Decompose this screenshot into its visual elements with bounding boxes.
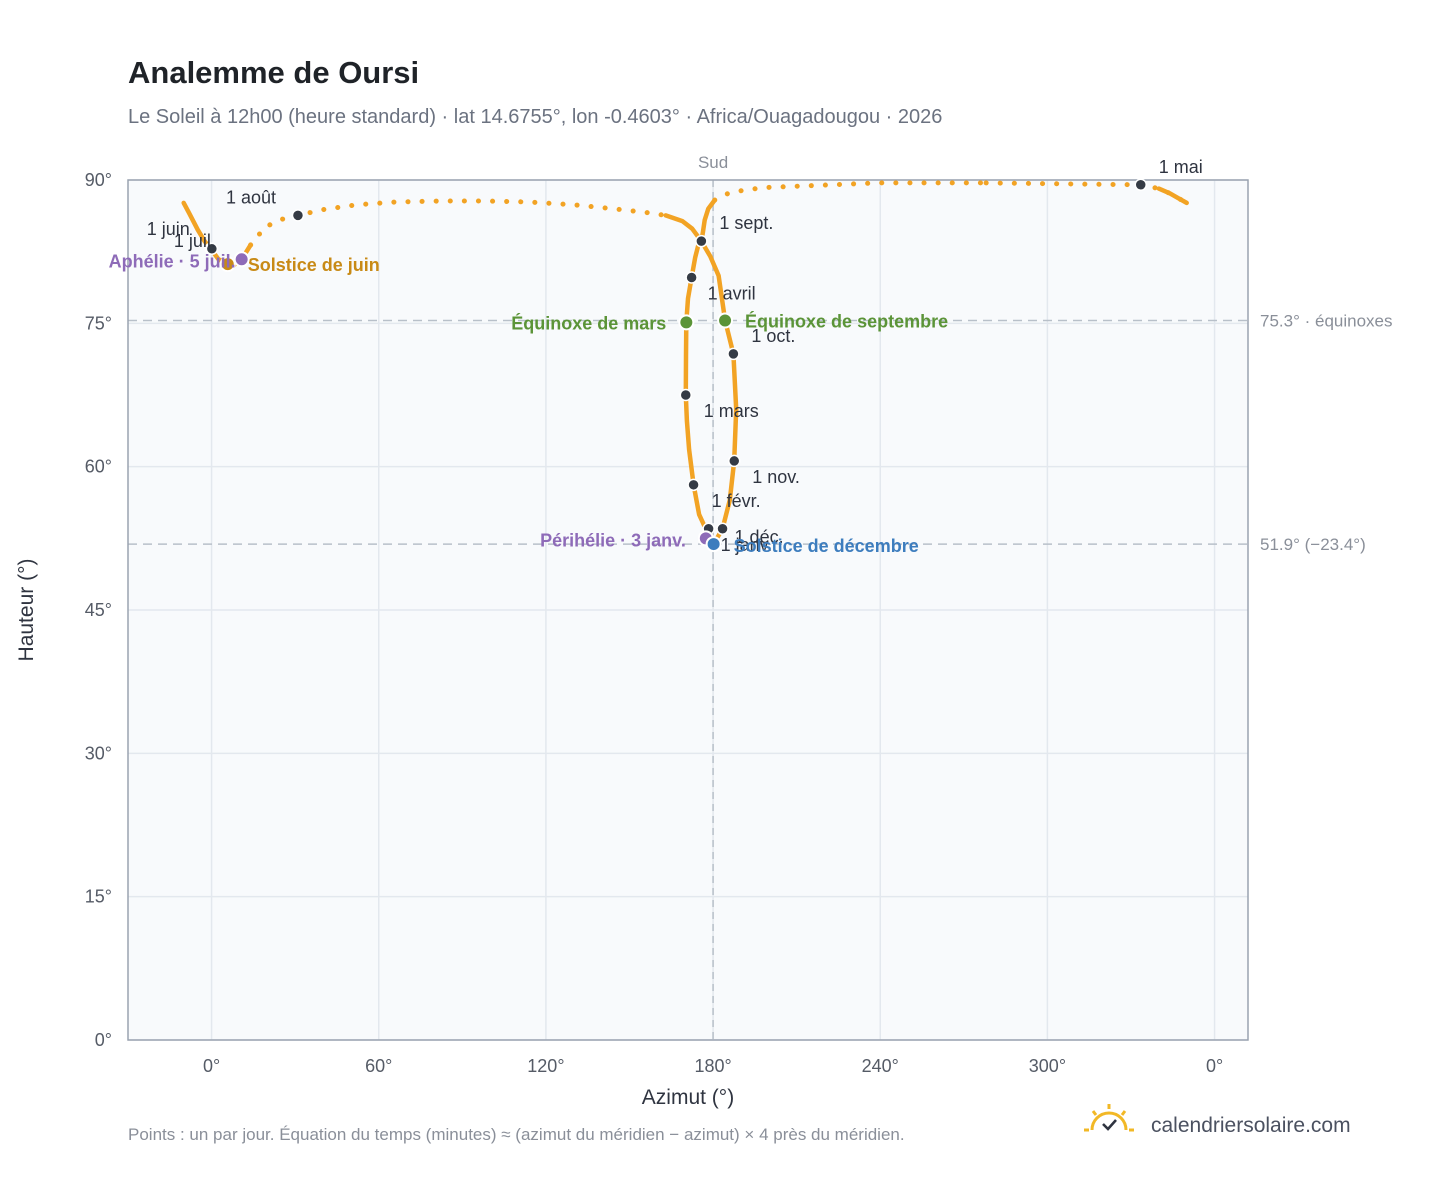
reference-line-label: 51.9° (−23.4°): [1260, 535, 1366, 554]
reference-line-label: 75.3° · équinoxes: [1260, 311, 1393, 330]
month-marker-label: 1 nov.: [752, 467, 800, 487]
analemma-curve-zenith-east: [712, 180, 989, 203]
month-marker-label: 1 avril: [708, 283, 756, 303]
x-tick-label: 0°: [203, 1056, 220, 1076]
footnote: Points : un par jour. Équation du temps …: [128, 1125, 905, 1144]
month-marker-label: 1 oct.: [751, 326, 795, 346]
month-marker-label: 1 janv.: [721, 535, 773, 555]
event-label: Solstice de décembre: [734, 536, 919, 556]
chart-title: Analemme de Oursi: [128, 55, 419, 90]
chart-subtitle: Le Soleil à 12h00 (heure standard) · lat…: [128, 106, 942, 128]
x-axis-title: Azimut (°): [642, 1086, 734, 1109]
x-tick-label: 0°: [1206, 1056, 1223, 1076]
month-marker-label: 1 févr.: [712, 491, 761, 511]
month-marker: [679, 388, 693, 402]
event-label: Aphélie · 5 juil.: [109, 251, 236, 271]
analemma-curve-zenith-west: [248, 198, 669, 248]
month-marker-label: 1 mars: [704, 401, 759, 421]
event-label: Équinoxe de mars: [511, 312, 666, 333]
sun-check-icon: [1084, 1104, 1134, 1132]
brand-logo: calendriersolaire.com: [1084, 1104, 1351, 1137]
y-tick-label: 30°: [85, 743, 112, 763]
plot-frame: [127, 179, 1249, 1041]
month-marker: [205, 242, 219, 256]
y-tick-label: 0°: [95, 1030, 112, 1050]
month-marker: [687, 478, 700, 492]
event-marker: [717, 312, 734, 329]
month-marker-label: 1 août: [226, 187, 276, 207]
y-tick-label: 75°: [85, 313, 112, 333]
event-label: Solstice de juin: [248, 255, 380, 275]
month-marker: [716, 522, 729, 536]
analemma-curve-may-tail: [1156, 186, 1189, 206]
month-marker: [685, 271, 698, 284]
plot-area: 0° 60° 120° 180° 240° 300° 0° 0° 15° 30° 45° 60° 75°…: [85, 153, 1393, 1076]
event-marker: [233, 251, 250, 268]
x-tick-label: 300°: [1029, 1056, 1066, 1076]
month-marker-label: 1 déc.: [735, 527, 784, 547]
x-tick-label: 120°: [527, 1056, 564, 1076]
event-label: Équinoxe de septembre: [745, 310, 948, 331]
x-tick-label: 60°: [365, 1056, 392, 1076]
x-tick-label: 180°: [694, 1056, 731, 1076]
y-axis-title: Hauteur (°): [15, 559, 38, 662]
event-marker: [705, 536, 722, 553]
month-marker: [727, 454, 741, 468]
month-marker-label: 1 juil.: [174, 231, 216, 251]
event-marker: [219, 256, 236, 273]
y-tick-label: 45°: [85, 600, 112, 620]
month-marker-label: 1 sept.: [719, 213, 773, 233]
month-marker: [695, 234, 708, 248]
month-marker: [1134, 178, 1147, 192]
y-tick-label: 15°: [85, 887, 112, 907]
y-tick-label: 90°: [85, 170, 112, 190]
month-marker-label: 1 juin: [147, 219, 190, 239]
x-tick-label: 240°: [862, 1056, 899, 1076]
analemma-curve-august: [663, 213, 704, 244]
y-tick-label: 60°: [85, 457, 112, 477]
event-label: Périhélie · 3 janv.: [540, 530, 686, 550]
month-marker-label: 1 mai: [1159, 157, 1203, 177]
brand-name: calendriersolaire.com: [1151, 1114, 1351, 1137]
meridian-label: Sud: [698, 153, 728, 172]
month-marker: [291, 209, 305, 222]
event-marker: [678, 314, 695, 331]
month-marker: [727, 347, 740, 361]
